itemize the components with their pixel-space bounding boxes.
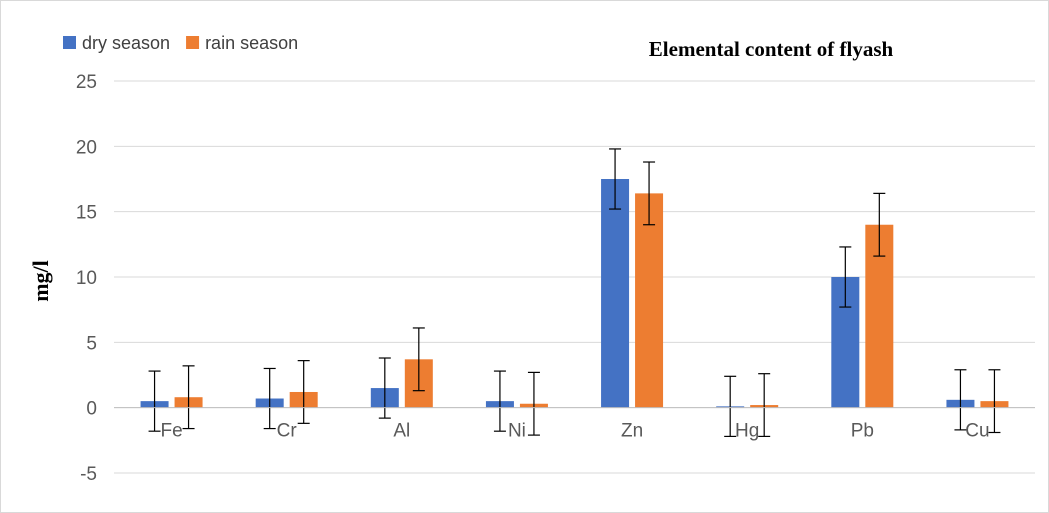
error-bar-rain-season-Hg <box>758 373 771 438</box>
y-tick-label: 15 <box>76 203 97 224</box>
legend-label: dry season <box>82 33 170 53</box>
x-tick-label-Fe: Fe <box>160 421 182 442</box>
x-tick-label-Al: Al <box>393 421 410 442</box>
y-tick-label: -5 <box>80 464 97 485</box>
bar-dry-season-Zn <box>601 179 630 408</box>
gridlines <box>114 80 1035 474</box>
x-tick-label-Zn: Zn <box>621 421 643 442</box>
error-bar-rain-season-Cr <box>297 360 310 424</box>
legend-label: rain season <box>205 33 298 53</box>
error-bar-rain-season-Cu <box>988 369 1001 434</box>
x-tick-label-Hg: Hg <box>735 421 759 442</box>
error-bar-dry-season-Al <box>378 357 391 419</box>
error-bars <box>148 148 1001 438</box>
error-bar-rain-season-Ni <box>527 371 540 436</box>
error-bar-dry-season-Fe <box>148 370 161 432</box>
legend: dry season rain season <box>63 33 298 53</box>
error-bar-rain-season-Pb <box>873 192 886 257</box>
y-axis-title: mg/l <box>28 260 53 302</box>
x-tick-label-Cr: Cr <box>277 421 298 442</box>
x-tick-label-Pb: Pb <box>851 421 874 442</box>
bar-rain-season-Zn <box>635 193 664 408</box>
chart-title: Elemental content of flyash <box>649 37 894 61</box>
error-bar-dry-season-Cr <box>263 367 276 430</box>
y-tick-label: 20 <box>76 137 97 158</box>
error-bar-dry-season-Pb <box>839 246 852 308</box>
error-bar-dry-season-Ni <box>493 370 506 432</box>
error-bar-dry-season-Zn <box>609 148 622 210</box>
x-tick-label-Ni: Ni <box>508 421 526 442</box>
y-tick-label: 10 <box>76 268 97 289</box>
y-tick-label: 25 <box>76 72 97 93</box>
legend-swatch <box>186 36 200 49</box>
x-tick-label-Cu: Cu <box>965 421 989 442</box>
legend-swatch <box>63 36 76 49</box>
bars <box>140 179 1009 408</box>
y-tick-label: 0 <box>86 399 97 420</box>
error-bar-dry-season-Cu <box>954 369 967 431</box>
y-tick-label: 5 <box>86 333 97 354</box>
error-bar-rain-season-Al <box>412 327 425 392</box>
legend-item-dry-season: dry season <box>63 33 170 53</box>
error-bar-rain-season-Zn <box>643 161 656 226</box>
error-bar-rain-season-Fe <box>182 365 195 430</box>
error-bar-dry-season-Hg <box>724 375 737 438</box>
axes: -5 0 5 10 15 20 25 Fe Cr Al Ni Zn Hg Pb Cu <box>76 72 1035 485</box>
legend-item-rain-season: rain season <box>186 33 298 53</box>
